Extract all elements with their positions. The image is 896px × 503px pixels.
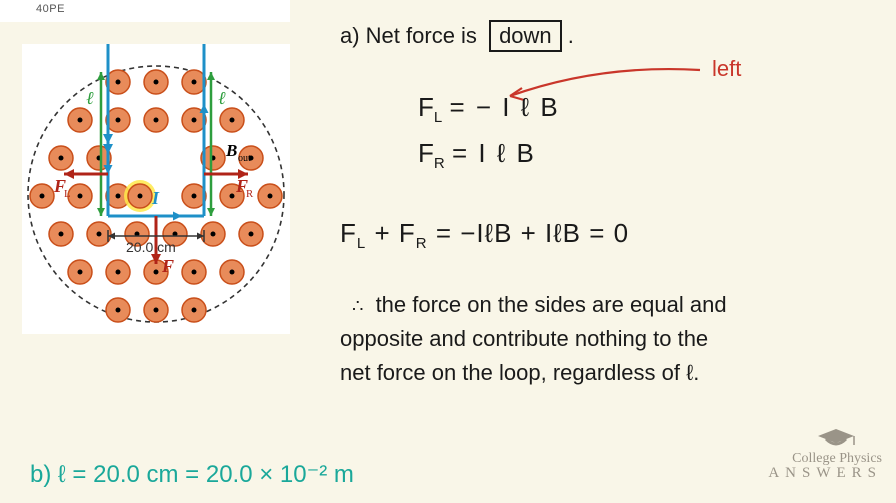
therefore-symbol: ∴ [352, 296, 363, 316]
diagram-svg: ℓℓFLFRFIBout20.0 cm [22, 44, 290, 334]
eq-sum-rhs: = −IℓB + IℓB = 0 [436, 218, 629, 248]
eq-FR-F: F [418, 138, 434, 168]
eq-FR-sub: R [434, 155, 445, 172]
eq-FL-sub: L [434, 109, 442, 126]
logo-line1: College Physics [768, 452, 882, 466]
svg-text:L: L [64, 188, 71, 200]
concl1: the force on the sides are equal and [369, 292, 726, 317]
eq-FR-rhs: = I ℓ B [452, 138, 536, 168]
svg-text:20.0 cm: 20.0 cm [126, 239, 176, 255]
line-b: b) ℓ = 20.0 cm = 20.0 × 10⁻² m [30, 460, 354, 489]
problem-number: 40PE [36, 3, 65, 15]
boxed-down: down [489, 20, 562, 52]
svg-text:ℓ: ℓ [86, 88, 94, 108]
conclusion: ∴ the force on the sides are equal and o… [352, 288, 727, 390]
physics-diagram: ℓℓFLFRFIBout20.0 cm [22, 44, 290, 334]
cap-icon [814, 425, 858, 451]
logo: College Physics ANSWERS [768, 452, 882, 481]
eq-sum-plus: + F [374, 218, 415, 248]
eq-sum-F1: F [340, 218, 357, 248]
svg-text:I: I [151, 188, 160, 208]
eq-FL-F: F [418, 92, 434, 122]
svg-text:ℓ: ℓ [218, 88, 226, 108]
left-label: left [712, 56, 741, 82]
concl-line3: net force on the loop, regardless of ℓ. [340, 356, 727, 390]
eq-sum-subR: R [416, 235, 428, 252]
text-a: a) Net force is [340, 23, 477, 48]
svg-text:F: F [161, 256, 174, 276]
svg-text:B: B [225, 141, 237, 160]
eq-FL: FL = − I ℓ B [418, 92, 560, 126]
eq-FR: FR = I ℓ B [418, 138, 536, 172]
logo-line2: ANSWERS [768, 466, 882, 481]
concl-line2: opposite and contribute nothing to the [340, 322, 727, 356]
period: . [568, 23, 574, 48]
eq-sum-subL: L [357, 235, 366, 252]
eq-sum: FL + FR = −IℓB + IℓB = 0 [340, 218, 629, 252]
line-a: a) Net force is down . [340, 20, 574, 52]
svg-text:out: out [238, 153, 251, 164]
eq-FL-rhs: = − I ℓ B [449, 92, 559, 122]
concl-line1: ∴ the force on the sides are equal and [352, 288, 727, 322]
svg-text:R: R [246, 188, 254, 200]
